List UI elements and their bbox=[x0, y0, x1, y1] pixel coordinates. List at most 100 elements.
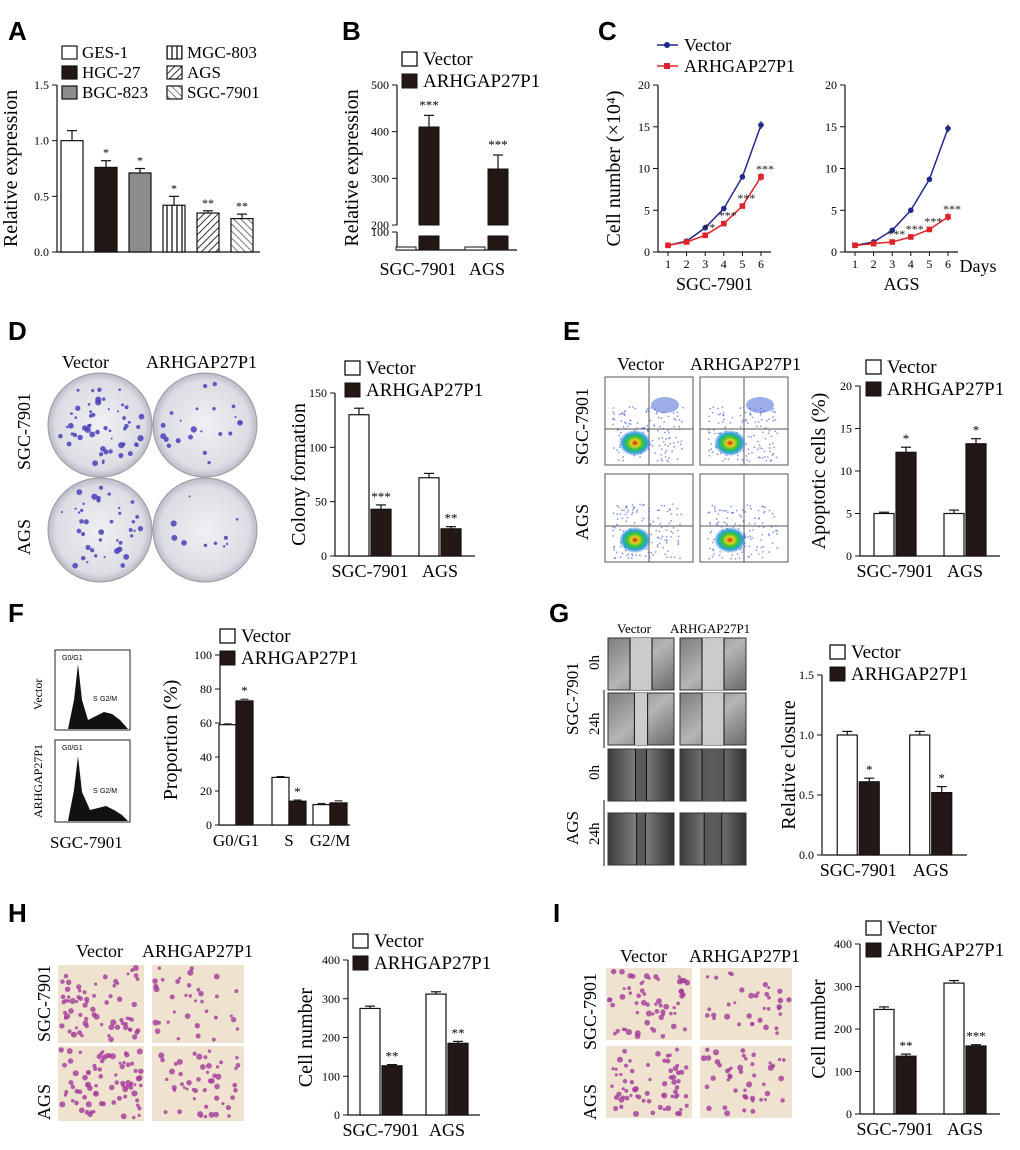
H-xcat: AGS bbox=[429, 1120, 465, 1140]
flow-dot bbox=[679, 523, 681, 526]
flow-dot bbox=[707, 537, 710, 540]
colony bbox=[181, 540, 187, 546]
migrated-cell bbox=[229, 1014, 233, 1018]
flow-dot bbox=[679, 557, 681, 560]
migrated-cell bbox=[131, 1001, 138, 1008]
flow-dot bbox=[747, 448, 750, 451]
migrated-cell bbox=[673, 1011, 677, 1015]
flow-dot bbox=[741, 421, 744, 424]
colony bbox=[128, 528, 133, 533]
migrated-cell bbox=[710, 1075, 716, 1081]
colony bbox=[234, 415, 237, 419]
migrated-cell bbox=[767, 995, 771, 1000]
flow-dot bbox=[675, 436, 677, 439]
F-xcat: G2/M bbox=[310, 831, 351, 850]
flow-dot bbox=[635, 427, 638, 430]
migrated-cell bbox=[234, 989, 239, 994]
E-sig: * bbox=[903, 431, 910, 446]
C2-sig: *** bbox=[924, 214, 942, 228]
B-ytick-label: 500 bbox=[371, 78, 389, 92]
migrated-cell bbox=[665, 1105, 672, 1112]
F-xcat: G0/G1 bbox=[213, 831, 259, 850]
flow-dot bbox=[663, 431, 666, 434]
migrated-cell bbox=[749, 1095, 756, 1101]
migrated-cell bbox=[722, 1105, 728, 1111]
migrated-cell bbox=[91, 1012, 97, 1018]
migrated-cell bbox=[177, 1109, 183, 1115]
wound-gap bbox=[636, 813, 646, 865]
flow-dot bbox=[747, 435, 750, 438]
migrated-cell bbox=[87, 1085, 93, 1091]
flow-dot bbox=[761, 556, 764, 559]
migrated-cell bbox=[207, 1049, 212, 1053]
migrated-cell bbox=[619, 1104, 624, 1109]
migrated-cell bbox=[186, 983, 192, 988]
colony bbox=[203, 383, 208, 389]
flow-dot bbox=[723, 418, 725, 421]
wound-gap bbox=[630, 638, 652, 690]
colony bbox=[202, 450, 208, 456]
colony bbox=[86, 560, 89, 564]
B-legend-vector-swatch bbox=[401, 51, 418, 67]
G-xcat: AGS bbox=[913, 860, 949, 880]
B-bar-arhgap-top bbox=[487, 168, 509, 226]
flow-dot bbox=[755, 425, 758, 428]
H-bar-arhgap bbox=[447, 1042, 469, 1116]
flow-dot bbox=[708, 449, 710, 452]
migrated-cell bbox=[61, 999, 66, 1005]
flow-dot bbox=[746, 422, 749, 424]
flow-dot bbox=[624, 409, 627, 412]
migrated-cell bbox=[153, 986, 160, 993]
flow-dot bbox=[722, 414, 725, 416]
hist-s-label-2: S bbox=[93, 788, 98, 795]
flow-dot bbox=[646, 430, 649, 433]
H-sig: ** bbox=[386, 1049, 399, 1064]
migrated-cell bbox=[676, 978, 683, 985]
transwell-frame bbox=[152, 965, 244, 1043]
flow-dot bbox=[654, 551, 657, 553]
migrated-cell bbox=[82, 990, 87, 995]
colony bbox=[136, 425, 141, 430]
A-ylabel: Relative expression bbox=[0, 90, 22, 247]
D-legend-arhgap-swatch bbox=[344, 382, 361, 398]
E-legend-vector: Vector bbox=[887, 357, 937, 378]
migrated-cell bbox=[683, 1065, 689, 1070]
migrated-cell bbox=[175, 979, 181, 984]
wound-image bbox=[607, 812, 675, 866]
migrated-cell bbox=[647, 976, 651, 980]
D-ytick-label: 50 bbox=[315, 495, 327, 509]
flow-dot bbox=[721, 421, 724, 423]
migrated-cell bbox=[675, 1093, 680, 1098]
A-legend-ges-1: GES-1 bbox=[82, 43, 128, 62]
C2-ytick-label: 15 bbox=[825, 120, 837, 134]
flow-dot bbox=[638, 554, 641, 557]
flow-dot bbox=[672, 532, 674, 534]
migrated-cell bbox=[230, 1095, 235, 1100]
B-ylabel: Relative expression bbox=[341, 89, 363, 246]
migrated-cell bbox=[711, 1012, 717, 1018]
colony bbox=[76, 528, 82, 534]
migrated-cell bbox=[131, 1115, 136, 1120]
migrated-cell bbox=[635, 1094, 639, 1098]
migrated-cell bbox=[189, 966, 195, 971]
migrated-cell bbox=[108, 1024, 115, 1031]
colony bbox=[76, 388, 80, 392]
flow-dot bbox=[758, 444, 761, 446]
F-legend-arhgap-swatch bbox=[219, 650, 236, 666]
colony bbox=[203, 543, 208, 548]
wound-gap bbox=[702, 693, 724, 745]
colony bbox=[124, 405, 129, 410]
G-ytick-label: 0.0 bbox=[799, 848, 814, 862]
migrated-cell bbox=[682, 1027, 687, 1032]
migrated-cell bbox=[137, 1106, 142, 1111]
migrated-cell bbox=[114, 1073, 118, 1077]
migrated-cell bbox=[104, 1000, 110, 1005]
migrated-cell bbox=[137, 1113, 141, 1118]
F-ytick-label: 80 bbox=[200, 682, 212, 696]
migrated-cell bbox=[645, 1010, 652, 1017]
flow-dot bbox=[662, 427, 665, 430]
migrated-cell bbox=[180, 1082, 185, 1087]
transwell-image bbox=[58, 965, 144, 1043]
colony bbox=[170, 520, 177, 527]
migrated-cell bbox=[770, 1063, 776, 1068]
